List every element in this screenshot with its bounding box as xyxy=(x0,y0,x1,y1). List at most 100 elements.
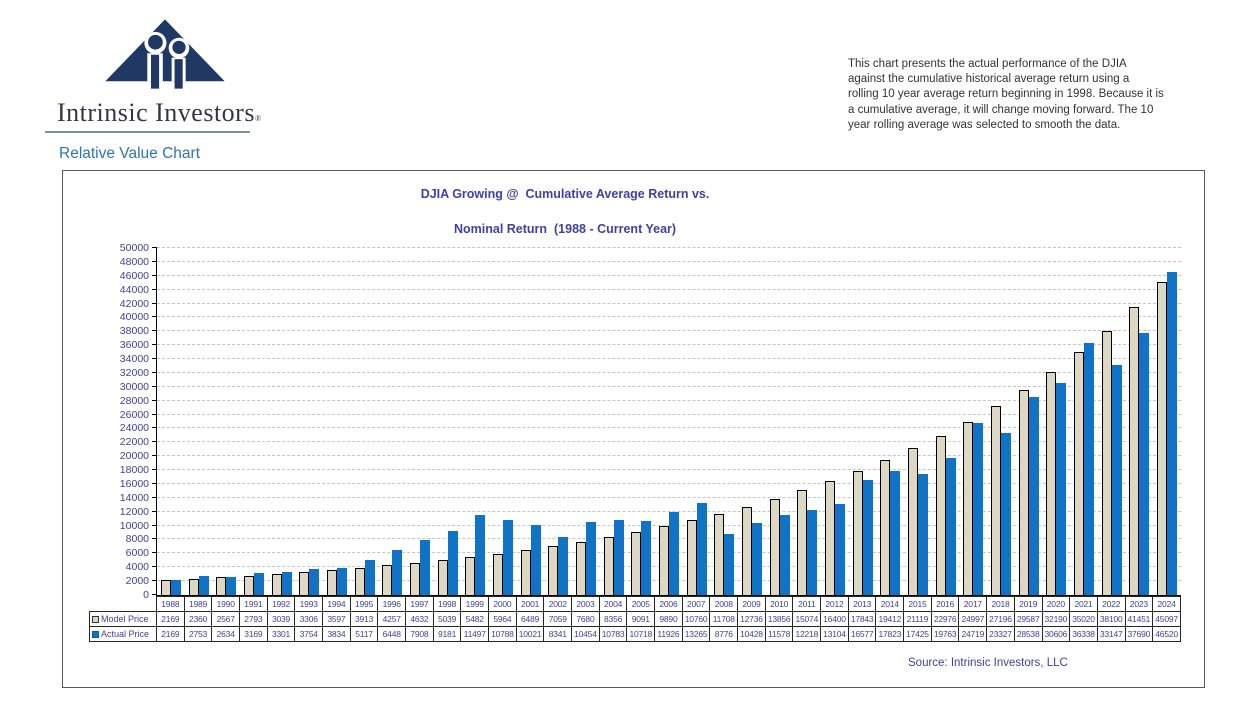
actual-value-cell: 13104 xyxy=(820,626,849,642)
model-value-cell: 16400 xyxy=(820,611,849,627)
model-value-cell: 5039 xyxy=(432,611,462,627)
bar-group-2016 xyxy=(932,248,960,595)
bar-model-2006 xyxy=(658,526,669,595)
year-cell: 2022 xyxy=(1096,596,1126,612)
actual-value-cell: 33147 xyxy=(1096,626,1126,642)
year-cell: 2002 xyxy=(543,596,573,612)
year-cell: 2005 xyxy=(626,596,656,612)
gridline xyxy=(157,330,1181,332)
bar-group-1992 xyxy=(268,248,296,595)
y-axis-label: 36000 xyxy=(119,339,149,352)
bar-group-2024 xyxy=(1153,248,1181,595)
model-value-cell: 27196 xyxy=(986,611,1015,627)
bar-actual-2023 xyxy=(1139,333,1150,595)
bar-actual-2018 xyxy=(1000,433,1011,595)
model-value-cell: 12736 xyxy=(737,611,766,627)
bar-actual-1998 xyxy=(447,531,458,595)
model-value-cell: 7680 xyxy=(571,611,600,627)
gridline xyxy=(157,427,1181,429)
bar-group-2009 xyxy=(738,248,766,595)
year-cell: 2011 xyxy=(792,596,822,612)
model-value-cell: 35020 xyxy=(1069,611,1098,627)
year-cell: 2024 xyxy=(1152,596,1181,612)
year-cell: 1992 xyxy=(266,596,296,612)
y-axis-label: 46000 xyxy=(119,269,149,282)
gridline xyxy=(157,510,1181,512)
y-axis-tick xyxy=(152,260,157,262)
bar-actual-2021 xyxy=(1084,342,1094,595)
actual-value-cell: 2753 xyxy=(183,626,213,642)
year-cell: 1989 xyxy=(183,596,213,612)
model-price-row: Model Price 2169 2360 2567 2793 3039 3306 3597 3… xyxy=(89,611,1181,627)
actual-value-cell: 5117 xyxy=(349,626,379,642)
brand-name: Intrinsic Investors® xyxy=(57,98,262,127)
description-line: rolling 10 year average return beginning… xyxy=(848,88,1164,101)
actual-value-cell: 24719 xyxy=(958,626,988,642)
bar-model-2023 xyxy=(1129,307,1140,595)
y-axis-label: 50000 xyxy=(119,242,149,254)
bar-group-1997 xyxy=(406,248,434,595)
actual-value-cell: 10783 xyxy=(598,626,628,642)
bar-group-2012 xyxy=(821,248,849,595)
bar-actual-2003 xyxy=(585,522,596,595)
y-axis-label: 10000 xyxy=(119,519,149,532)
model-price-legend-label: Model Price xyxy=(89,611,157,627)
actual-value-cell: 10021 xyxy=(515,626,545,642)
y-axis-label: 32000 xyxy=(119,366,149,379)
bar-actual-2010 xyxy=(779,514,790,595)
year-cell: 1995 xyxy=(349,596,379,612)
bar-model-2012 xyxy=(824,481,835,595)
actual-price-row: Actual Price 2169 2753 2634 3169 3301 3754 3834… xyxy=(89,626,1181,642)
bar-model-2020 xyxy=(1046,371,1057,595)
bar-group-2005 xyxy=(627,248,655,595)
brand-underline xyxy=(45,131,250,133)
bar-group-1991 xyxy=(240,248,268,595)
year-cell: 1994 xyxy=(322,596,351,612)
bar-actual-2009 xyxy=(751,522,762,595)
bar-group-2007 xyxy=(683,248,711,595)
gridline xyxy=(157,316,1181,318)
actual-value-cell: 23327 xyxy=(986,626,1015,642)
y-axis-label: 44000 xyxy=(119,283,149,296)
actual-value-cell: 28538 xyxy=(1013,626,1043,642)
bar-group-1998 xyxy=(434,248,462,595)
year-cell: 1990 xyxy=(211,596,241,612)
page-title: Relative Value Chart xyxy=(59,145,201,162)
description-line: This chart presents the actual performan… xyxy=(848,58,1127,70)
bar-model-2022 xyxy=(1101,330,1112,595)
year-cell: 2014 xyxy=(875,596,905,612)
bar-actual-1990 xyxy=(226,576,237,595)
y-axis-label: 30000 xyxy=(119,380,149,393)
y-axis-label: 14000 xyxy=(119,491,149,504)
year-header-row: 1988 1989 1990 1991 1992 1993 1994 1995 1996 1997… xyxy=(90,596,1181,612)
bar-model-1989 xyxy=(188,578,199,595)
y-axis-tick xyxy=(152,594,157,595)
chart-title-line2: Nominal Return (1988 - Current Year) xyxy=(454,222,677,236)
model-value-cell: 8356 xyxy=(598,611,628,627)
bar-actual-1989 xyxy=(198,575,209,595)
gridline xyxy=(157,288,1181,290)
year-cell: 2003 xyxy=(571,596,600,612)
year-cell: 1996 xyxy=(377,596,407,612)
model-value-cell: 2360 xyxy=(183,611,213,627)
bar-model-1998 xyxy=(437,560,448,595)
actual-value-cell: 10428 xyxy=(737,626,766,642)
model-value-cell: 32190 xyxy=(1041,611,1071,627)
description-line: a cumulative average, it will change mov… xyxy=(848,103,1154,116)
bar-group-1990 xyxy=(212,248,240,595)
bar-actual-2001 xyxy=(530,525,541,595)
year-cell: 1997 xyxy=(405,596,434,612)
year-cell: 2008 xyxy=(709,596,739,612)
gridline xyxy=(157,385,1181,387)
model-value-cell: 3597 xyxy=(322,611,351,627)
model-value-cell: 2793 xyxy=(239,611,268,627)
year-cell: 2004 xyxy=(598,596,628,612)
y-axis-tick xyxy=(152,371,157,373)
actual-value-cell: 19763 xyxy=(930,626,960,642)
model-value-cell: 5482 xyxy=(460,611,490,627)
actual-value-cell: 36338 xyxy=(1069,626,1098,642)
model-value-cell: 9890 xyxy=(654,611,683,627)
y-axis-label: 42000 xyxy=(119,297,149,310)
bar-actual-2015 xyxy=(917,474,928,595)
y-axis-label: 48000 xyxy=(119,255,149,268)
